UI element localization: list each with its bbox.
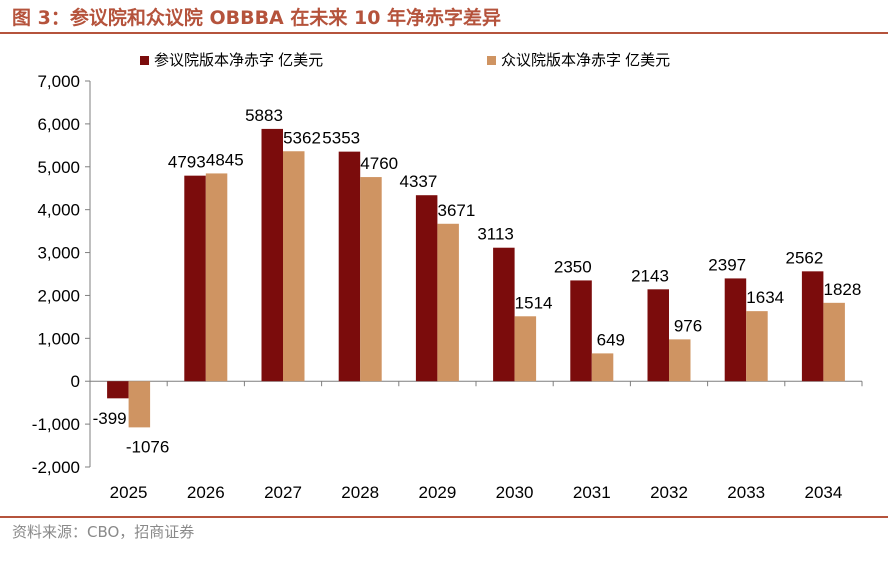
x-tick-label: 2025 xyxy=(110,483,148,502)
y-tick-label: 0 xyxy=(71,372,80,391)
y-tick-label: 4,000 xyxy=(37,201,80,220)
bar xyxy=(514,316,537,382)
data-label: 649 xyxy=(597,330,625,349)
data-label: 3113 xyxy=(477,225,514,244)
bar xyxy=(647,289,669,382)
data-label: 5883 xyxy=(245,106,283,125)
bar xyxy=(283,151,305,382)
data-label: 4793 xyxy=(168,153,206,172)
data-label: -1076 xyxy=(126,437,169,456)
chart-area: 参议院版本净赤字 亿美元 众议院版本净赤字 亿美元 -2,000 -1,000 0 1,0… xyxy=(0,34,888,516)
bar xyxy=(261,128,283,382)
bar xyxy=(493,247,515,382)
data-label: 1634 xyxy=(746,288,784,307)
legend-label: 参议院版本净赤字 亿美元 xyxy=(154,51,323,69)
data-label: 4337 xyxy=(399,172,437,191)
bar xyxy=(338,151,361,382)
data-label: 2350 xyxy=(554,257,592,276)
x-tick-label: 2031 xyxy=(573,483,611,502)
data-label: 976 xyxy=(674,316,702,335)
bar xyxy=(107,381,129,399)
bar xyxy=(591,353,614,382)
legend-swatch xyxy=(140,56,149,65)
bar-chart: 参议院版本净赤字 亿美元 众议院版本净赤字 亿美元 -2,000 -1,000 0 1,0… xyxy=(32,51,863,502)
y-tick-label: 2,000 xyxy=(37,286,80,305)
x-tick-label: 2030 xyxy=(496,483,534,502)
data-label: 5353 xyxy=(322,129,360,148)
data-label: 3671 xyxy=(437,201,475,220)
data-label: 2143 xyxy=(631,266,669,285)
y-tick-label: 3,000 xyxy=(37,244,80,263)
figure-title: 图 3：参议院和众议院 OBBBA 在未来 10 年净赤字差异 xyxy=(12,7,502,29)
bar xyxy=(184,175,206,382)
y-tick-label: 6,000 xyxy=(37,115,80,134)
bar xyxy=(801,271,824,382)
data-label: 2562 xyxy=(785,248,823,267)
y-tick-label: -1,000 xyxy=(32,415,80,434)
title-divider xyxy=(0,32,888,34)
bar xyxy=(128,381,151,428)
data-label: 5362 xyxy=(283,128,321,147)
bar xyxy=(570,280,592,382)
footer-divider xyxy=(0,516,888,518)
legend-label: 众议院版本净赤字 亿美元 xyxy=(501,51,670,69)
y-tick-label: 1,000 xyxy=(37,329,80,348)
x-tick-label: 2029 xyxy=(418,483,456,502)
bar xyxy=(746,311,768,382)
x-tick-label: 2028 xyxy=(341,483,379,502)
bar xyxy=(205,173,228,382)
figure-header: 图 3：参议院和众议院 OBBBA 在未来 10 年净赤字差异 xyxy=(0,0,888,34)
data-label: 4760 xyxy=(360,154,398,173)
bar xyxy=(724,278,747,382)
x-tick-label: 2026 xyxy=(187,483,225,502)
data-label: 1828 xyxy=(823,280,861,299)
data-label: -399 xyxy=(93,409,127,428)
source-note: 资料来源：CBO，招商证券 xyxy=(12,523,195,541)
x-tick-label: 2033 xyxy=(727,483,765,502)
data-label: 4845 xyxy=(206,150,244,169)
y-tick-label: -2,000 xyxy=(32,458,80,477)
bar xyxy=(669,339,691,382)
bar xyxy=(360,177,382,382)
bar xyxy=(437,223,459,382)
x-tick-label: 2032 xyxy=(650,483,688,502)
bar xyxy=(823,302,845,382)
data-label: 2397 xyxy=(708,255,746,274)
x-tick-label: 2034 xyxy=(804,483,842,502)
y-tick-label: 5,000 xyxy=(37,158,80,177)
y-tick-label: 7,000 xyxy=(37,72,80,91)
bar xyxy=(415,195,438,382)
data-label: 1514 xyxy=(515,293,553,312)
x-tick-label: 2027 xyxy=(264,483,302,502)
legend-swatch xyxy=(487,56,496,65)
